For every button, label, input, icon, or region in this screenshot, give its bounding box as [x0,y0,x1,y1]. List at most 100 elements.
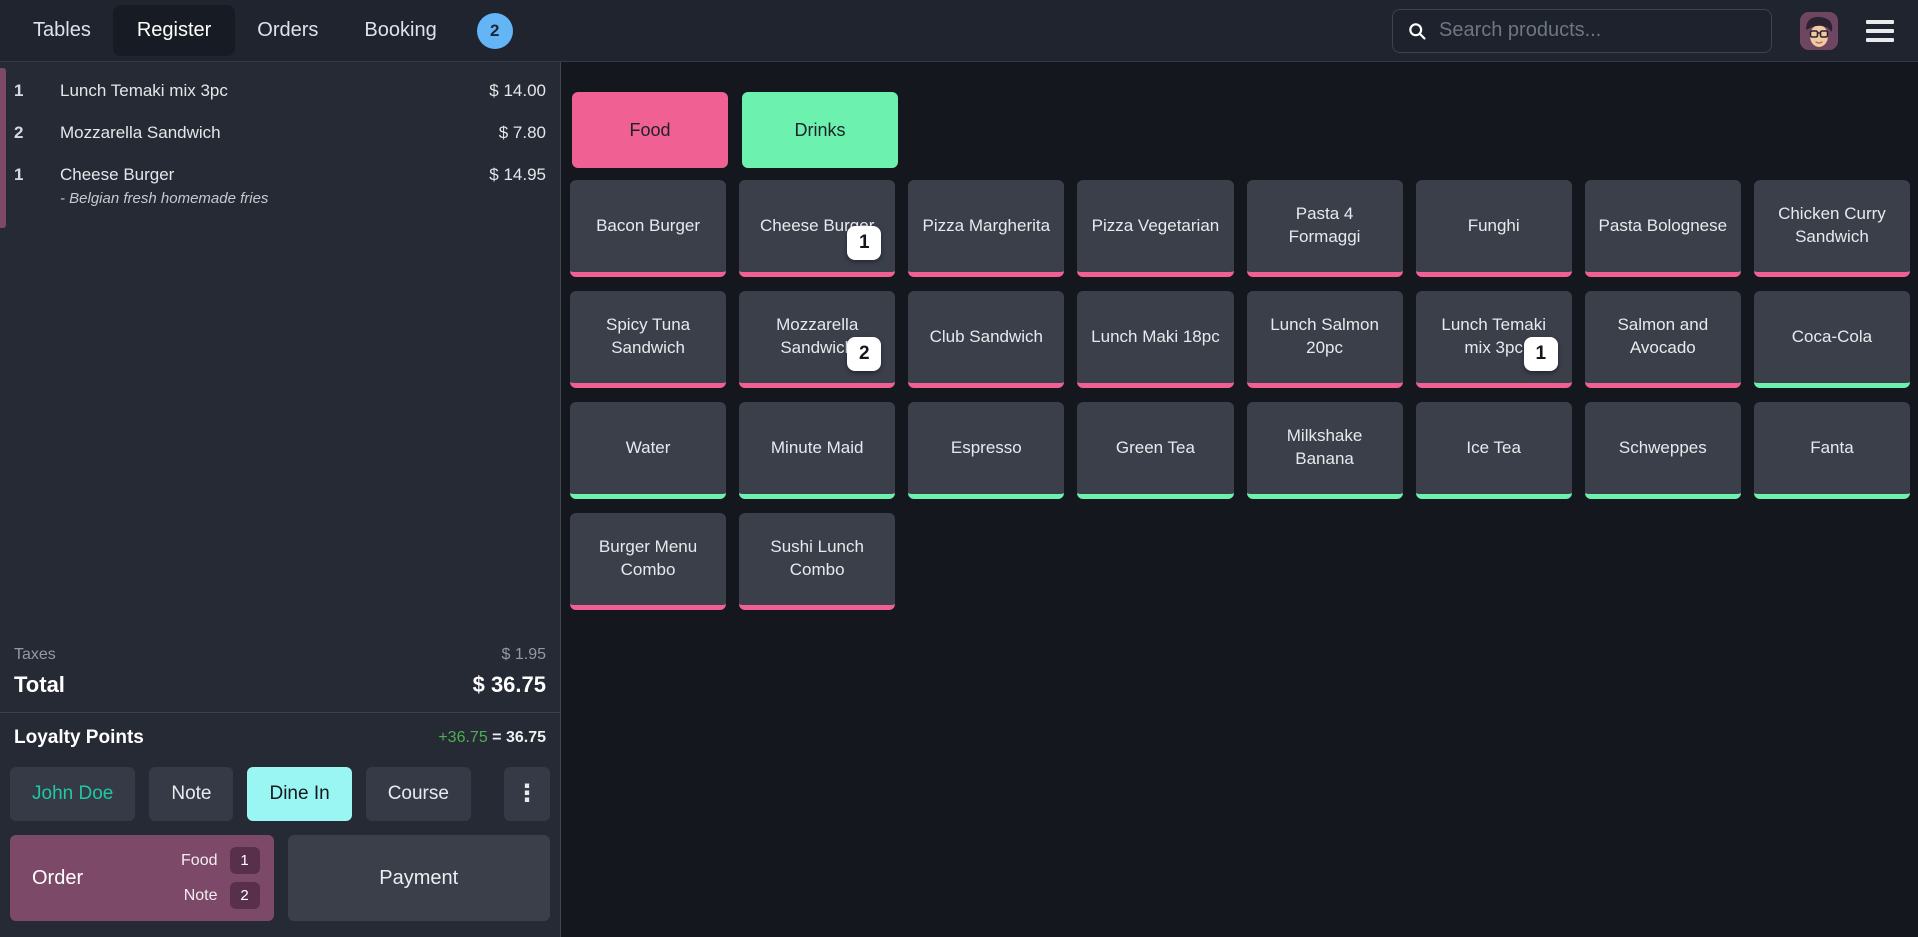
topbar: Tables Register Orders Booking 2 [0,0,1918,62]
product-tile[interactable]: Pasta 4 Formaggi [1246,180,1403,277]
tab-booking[interactable]: Booking [364,19,437,41]
course-button[interactable]: Course [365,767,471,821]
note-button[interactable]: Note [149,767,234,821]
product-tile[interactable]: Club Sandwich [908,291,1065,388]
product-tile[interactable]: Ice Tea [1415,402,1572,499]
product-label: Lunch Temaki mix 3pc [1441,315,1546,357]
product-tile[interactable]: Water [570,402,727,499]
menu-icon[interactable] [1866,16,1894,46]
product-tile[interactable]: Lunch Temaki mix 3pc 1 [1415,291,1572,388]
search-input[interactable] [1438,19,1757,42]
order-item[interactable]: 2 Mozzarella Sandwich $ 7.80 [0,112,560,154]
product-tile[interactable]: Schweppes [1584,402,1741,499]
search-icon [1409,22,1426,40]
product-qty-badge: 1 [847,226,882,260]
item-name: Mozzarella Sandwich [60,123,221,142]
product-tile[interactable]: Coca-Cola [1753,291,1910,388]
product-tile[interactable]: Chicken Curry Sandwich [1753,180,1910,277]
loyalty-values: +36.75 = 36.75 [438,729,546,747]
more-options-button[interactable]: ⋮ [504,767,550,821]
category-buttons: Food Drinks [572,92,1910,168]
product-label: Espresso [950,437,1022,457]
product-label: Burger Menu Combo [598,537,698,579]
loyalty-result: = 36.75 [492,729,546,746]
product-label: Coca-Cola [1791,326,1873,346]
order-button[interactable]: Order Food 1 Note 2 [10,835,274,921]
customer-button[interactable]: John Doe [10,767,136,821]
product-label: Spicy Tuna Sandwich [606,315,691,357]
category-drinks-button[interactable]: Drinks [742,92,898,168]
category-food-button[interactable]: Food [572,92,728,168]
product-label: Minute Maid [770,437,864,457]
item-name: Cheese Burger [60,165,175,184]
taxes-label: Taxes [14,646,56,663]
item-price: $ 14.95 [489,165,546,184]
order-items-list: 1 Lunch Temaki mix 3pc $ 14.00 2 Mozzare… [0,62,560,646]
product-tile[interactable]: Funghi [1415,180,1572,277]
product-label: Pasta Bolognese [1598,215,1728,235]
product-label: Green Tea [1115,437,1195,457]
product-label: Mozzarella Sandwich [776,315,859,357]
product-tile[interactable]: Espresso [908,402,1065,499]
order-item[interactable]: 1 Cheese Burger $ 14.95 - Belgian fresh … [0,154,560,218]
product-tile[interactable]: Pizza Margherita [908,180,1065,277]
order-panel: 1 Lunch Temaki mix 3pc $ 14.00 2 Mozzare… [0,62,561,937]
tab-orders[interactable]: Orders [257,19,319,41]
product-label: Funghi [1467,215,1520,235]
product-tile[interactable]: Lunch Salmon 20pc [1246,291,1403,388]
product-grid: Bacon Burger Cheese Burger 1 Pizza Margh… [570,180,1910,610]
tab-register[interactable]: Register [112,5,236,56]
product-label: Sushi Lunch Combo [770,537,864,579]
booking-count-badge[interactable]: 2 [476,12,513,49]
product-tile[interactable]: Mozzarella Sandwich 2 [739,291,896,388]
product-area: Food Drinks Bacon Burger Cheese Burger 1… [562,62,1918,937]
order-meta-note-label: Note [183,886,218,904]
loyalty-label: Loyalty Points [14,727,144,748]
payment-button[interactable]: Payment [287,835,550,921]
order-item[interactable]: 1 Lunch Temaki mix 3pc $ 14.00 [0,70,560,112]
product-label: Salmon and Avocado [1617,315,1709,357]
product-tile[interactable]: Lunch Maki 18pc [1077,291,1234,388]
order-meta-food-count: 1 [229,847,260,874]
product-qty-badge: 2 [847,337,882,371]
product-label: Pasta 4 Formaggi [1288,204,1361,246]
item-price: $ 14.00 [489,81,546,100]
product-tile[interactable]: Sushi Lunch Combo [739,513,896,610]
product-tile[interactable]: Fanta [1753,402,1910,499]
item-name: Lunch Temaki mix 3pc [60,81,228,100]
product-label: Pizza Vegetarian [1091,215,1220,235]
order-accent-bar [0,68,6,228]
product-label: Club Sandwich [929,326,1044,346]
loyalty-section: Loyalty Points +36.75 = 36.75 [0,713,560,763]
product-tile[interactable]: Bacon Burger [570,180,727,277]
search-box[interactable] [1392,8,1772,53]
product-tile[interactable]: Green Tea [1077,402,1234,499]
product-tile[interactable]: Minute Maid [739,402,896,499]
product-label: Pizza Margherita [922,215,1051,235]
product-label: Bacon Burger [596,215,701,235]
order-button-label: Order [32,866,84,889]
topbar-right [1392,8,1894,53]
product-label: Cheese Burger [760,215,875,235]
item-note: - Belgian fresh homemade fries [60,190,269,207]
product-tile[interactable]: Milkshake Banana [1246,402,1403,499]
item-qty: 1 [14,165,24,184]
tab-tables[interactable]: Tables [33,19,91,41]
item-qty: 2 [14,123,24,142]
product-label: Lunch Salmon 20pc [1270,315,1379,357]
taxes-value: $ 1.95 [501,646,546,663]
product-tile[interactable]: Pizza Vegetarian [1077,180,1234,277]
product-tile[interactable]: Spicy Tuna Sandwich [570,291,727,388]
product-tile[interactable]: Pasta Bolognese [1584,180,1741,277]
product-tile[interactable]: Cheese Burger 1 [739,180,896,277]
product-tile[interactable]: Burger Menu Combo [570,513,727,610]
product-tile[interactable]: Salmon and Avocado [1584,291,1741,388]
user-avatar[interactable] [1800,11,1838,50]
order-button-meta: Food 1 Note 2 [181,847,260,909]
kebab-icon: ⋮ [515,780,539,807]
product-label: Milkshake Banana [1286,426,1363,468]
dine-in-button[interactable]: Dine In [247,767,352,821]
order-meta-food-label: Food [181,851,218,869]
product-label: Chicken Curry Sandwich [1778,204,1886,246]
product-label: Fanta [1810,437,1854,457]
